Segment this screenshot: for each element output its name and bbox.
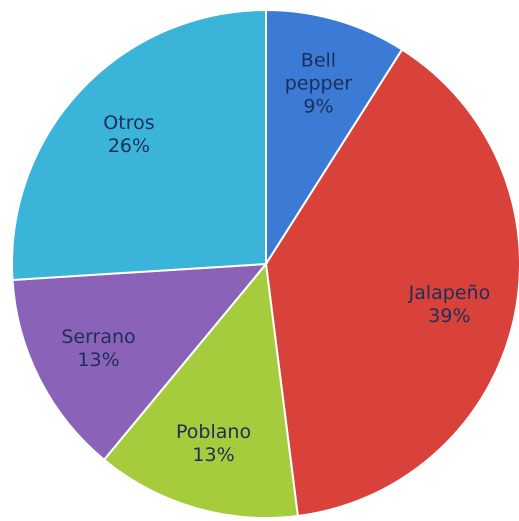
category-label: Otros bbox=[103, 112, 155, 135]
value-label: 13% bbox=[192, 444, 235, 467]
pie-slice bbox=[102, 261, 299, 519]
slice-label: Serrano 13% bbox=[44, 326, 154, 372]
slice-label: Jalapeño 39% bbox=[394, 282, 504, 328]
slice-label: Bell pepper 9% bbox=[278, 49, 358, 118]
value-label: 26% bbox=[107, 135, 151, 158]
slice-label: Otros 26% bbox=[74, 112, 184, 158]
pie-slice bbox=[265, 8, 404, 268]
category-label: Serrano bbox=[61, 326, 136, 349]
value-label: 9% bbox=[303, 95, 334, 117]
value-label: 13% bbox=[77, 349, 120, 372]
pie-slice bbox=[264, 48, 519, 518]
pie-slice bbox=[11, 262, 269, 462]
category-label: Jalapeño bbox=[408, 282, 491, 304]
value-label: 39% bbox=[428, 305, 471, 327]
pie-slice bbox=[11, 8, 267, 282]
slice-label: Poblano 13% bbox=[159, 421, 269, 467]
category-label: Bell pepper bbox=[284, 49, 353, 94]
category-label: Poblano bbox=[176, 421, 252, 444]
